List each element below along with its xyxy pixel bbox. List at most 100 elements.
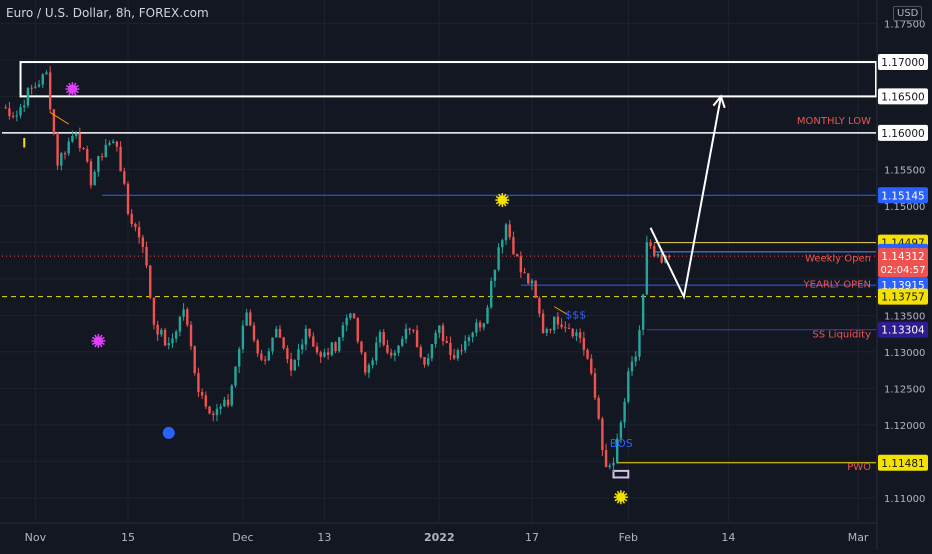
candle-body [86,149,89,162]
candle-body [204,395,208,407]
date-tick-label: Feb [619,531,638,544]
candle-body [260,353,263,360]
candle-body [323,352,326,357]
supply-zone [19,61,877,98]
candle-body [623,401,626,423]
candle-body [123,171,126,184]
candle-body [489,280,493,308]
candle-body [515,254,519,257]
candle-body [471,332,474,338]
candle-body [111,141,115,144]
candle-body [467,337,471,342]
candle-body [11,116,15,118]
candle-body [638,330,641,357]
candle-body [108,143,111,145]
candle-body [37,84,41,87]
candle-body [401,338,404,346]
candle-body [519,256,523,273]
price-axis[interactable]: 1.17500 1.17000 1.16500 1.16000 1.15500 1.150… [876,0,928,550]
candle-body [560,324,563,328]
badge-116000-text: 1.16000 [881,128,924,140]
candle-body [404,328,408,339]
price-tick-label: 1.11000 [884,494,925,505]
candle-body [367,365,371,373]
candle-body [219,406,222,409]
candle-body [590,358,593,374]
badge-116000 [878,124,928,141]
candle-body [71,135,74,142]
candle-body [252,325,256,341]
candle-body [330,342,334,355]
badge-115145 [878,187,928,204]
price-tick-label: 1.15000 [884,202,925,213]
date-tick-label: Nov [25,531,47,544]
candle-body [552,316,556,331]
date-tick-label: 14 [721,531,735,544]
candle-body [167,343,170,346]
candle-body [449,342,452,356]
candle-body [660,254,663,263]
blue-dot [162,426,175,439]
candle-body [438,325,441,333]
candle-body [52,109,56,133]
currency-button[interactable]: USD [893,6,923,21]
candle-body [200,392,204,396]
candle-body [649,242,652,247]
candle-body [119,146,122,172]
yearly-open-label: YEARLY OPEN [803,280,871,291]
candle-body [430,344,434,359]
candle-body [645,242,649,295]
candle-body [78,133,82,148]
candle-body [223,399,226,407]
candle-body [186,309,189,325]
badge-111481-text: 1.11481 [881,458,924,470]
projection-arrowhead [712,94,726,109]
candle-body [356,318,359,342]
candle-body [445,341,448,343]
candle-body [230,385,233,406]
candle-body [100,156,104,158]
candle-body [371,360,374,366]
candle-body [234,366,237,386]
candle-body [582,338,586,350]
badge-116500 [878,88,928,105]
candle-body [241,325,245,350]
candle-body [23,105,26,108]
date-tick-label: Mar [848,531,869,544]
candle-body [278,328,282,338]
candle-body [256,340,259,354]
candle-body [293,360,296,371]
candle-body [48,72,52,110]
candle-body [667,255,671,257]
price-tick-label: 1.13000 [884,348,925,359]
candle-body [478,322,482,328]
candle-body [19,107,22,116]
candle-body [530,280,534,284]
badge-113304-text: 1.13304 [881,325,925,337]
monthly-low-label: MONTHLY LOW [797,116,871,127]
candle-body [41,74,44,85]
candle-body [182,309,185,317]
candle-body [263,359,267,361]
candle-body [593,373,597,398]
price-tick-label: 1.12000 [884,421,925,432]
candle-body [426,358,430,365]
markers [65,82,628,505]
candle-body [130,213,133,224]
candle-body [212,413,215,416]
pwo-label: PWO [847,462,871,473]
candle-body [508,224,511,238]
candle-body [597,397,600,419]
candle-body [67,141,70,154]
line-labels: MONTHLY LOW Weekly Open YEARLY OPEN SS Liqu… [797,116,871,473]
candle-body [197,373,200,393]
ss-liquidity-label: SS Liquidity [812,329,871,340]
candle-body [434,332,437,345]
current-price-text: 1.14312 [881,251,924,263]
time-axis[interactable]: Nov 15 Dec 13 2022 17 Feb 14 Mar [0,522,877,544]
candle-body [8,108,11,117]
candle-body [174,331,178,339]
candle-body [141,237,145,247]
